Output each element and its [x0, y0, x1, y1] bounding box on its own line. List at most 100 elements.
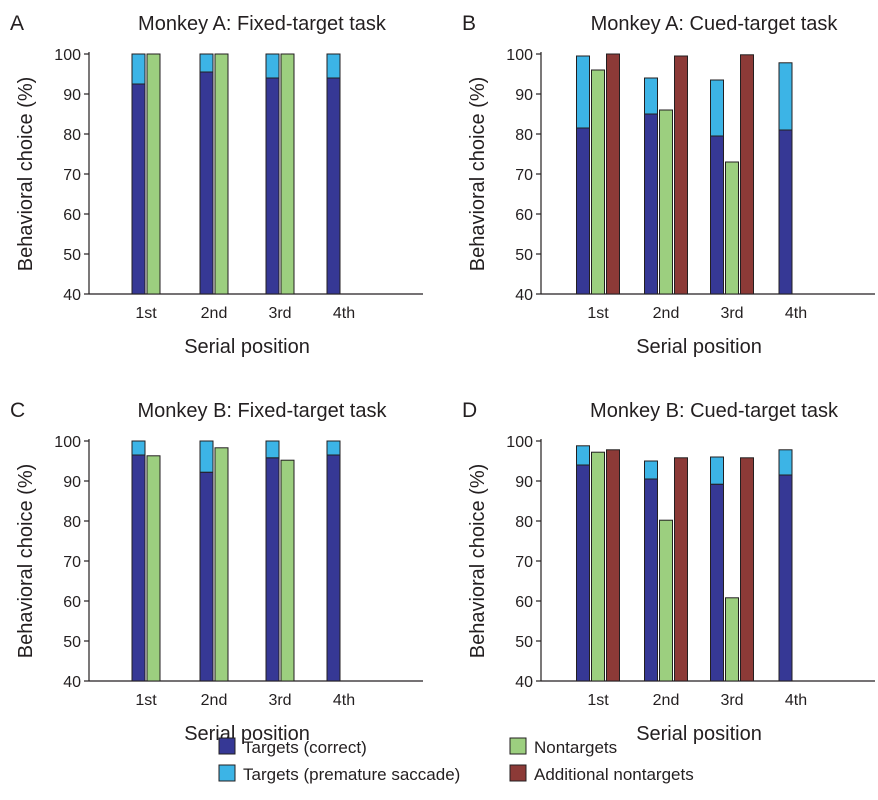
y-tick-label: 70 — [515, 167, 533, 184]
bar-targets-correct — [265, 457, 280, 682]
y-tick-label: 90 — [515, 87, 533, 104]
y-tick-label: 50 — [515, 634, 533, 651]
bar-targets-premature — [710, 456, 724, 485]
bar-nontargets — [659, 519, 673, 682]
bar-targets-correct — [576, 464, 590, 682]
bar-nontargets — [591, 451, 605, 682]
bar-targets-correct — [265, 77, 280, 295]
legend-label: Targets (correct) — [243, 738, 367, 757]
y-tick-label: 40 — [63, 287, 81, 304]
y-tick-label: 100 — [54, 434, 81, 451]
x-tick-label: 3rd — [720, 692, 743, 709]
bar-targets-correct — [644, 113, 658, 295]
bar-targets-premature — [265, 440, 280, 459]
bar-targets-correct — [710, 483, 724, 682]
x-tick-label: 4th — [333, 692, 355, 709]
legend-label: Additional nontargets — [534, 765, 694, 784]
bar-targets-premature — [644, 460, 658, 480]
x-tick-label: 3rd — [268, 305, 291, 322]
y-tick-label: 100 — [54, 47, 81, 64]
chart-title: Monkey B: Cued-target task — [590, 400, 839, 422]
bar-additional-nontargets — [606, 53, 620, 295]
y-tick-label: 90 — [515, 474, 533, 491]
x-axis-label: Serial position — [636, 336, 762, 358]
bar-nontargets — [146, 455, 161, 682]
bar-targets-premature — [199, 440, 214, 473]
y-tick-label: 90 — [63, 474, 81, 491]
x-tick-label: 2nd — [653, 305, 680, 322]
x-axis-label: Serial position — [184, 723, 310, 745]
legend-swatch — [509, 764, 527, 782]
x-tick-label: 1st — [135, 305, 157, 322]
x-tick-label: 3rd — [268, 692, 291, 709]
x-axis-label: Serial position — [636, 723, 762, 745]
x-tick-label: 2nd — [201, 305, 228, 322]
bar-nontargets — [725, 597, 739, 682]
y-tick-label: 50 — [63, 247, 81, 264]
y-tick-label: 100 — [506, 434, 533, 451]
chart-title: Monkey B: Fixed-target task — [138, 400, 388, 422]
bar-targets-correct — [778, 474, 793, 682]
bar-targets-premature — [326, 53, 341, 79]
legend-label: Targets (premature saccade) — [243, 765, 460, 784]
bar-targets-correct — [778, 129, 793, 295]
bar-nontargets — [725, 161, 739, 295]
bar-nontargets — [280, 459, 295, 682]
bar-targets-premature — [131, 53, 146, 85]
chart-title: Monkey A: Fixed-target task — [138, 13, 387, 35]
panel-d: D Monkey B: Cued-target task 40 50 60 70 80 90 1… — [462, 399, 875, 745]
bar-targets-premature — [576, 55, 590, 129]
y-tick-label: 70 — [63, 554, 81, 571]
y-tick-label: 70 — [515, 554, 533, 571]
bar-targets-premature — [576, 445, 590, 466]
panel-letter: D — [462, 399, 477, 422]
panel-a: A Monkey A: Fixed-target task 40 50 60 70 80 90… — [10, 12, 423, 358]
y-tick-label: 60 — [515, 207, 533, 224]
bar-nontargets — [146, 53, 161, 295]
x-tick-label: 4th — [785, 692, 807, 709]
legend-swatch — [218, 737, 236, 755]
y-tick-label: 60 — [63, 594, 81, 611]
y-tick-label: 60 — [515, 594, 533, 611]
legend-swatch — [509, 737, 527, 755]
bar-targets-premature — [778, 62, 793, 131]
bar-targets-premature — [131, 440, 146, 456]
bar-additional-nontargets — [606, 449, 620, 682]
y-tick-label: 40 — [515, 674, 533, 691]
bar-targets-premature — [710, 79, 724, 137]
bar-targets-correct — [576, 127, 590, 295]
legend-label: Nontargets — [534, 738, 617, 757]
bar-targets-correct — [326, 454, 341, 682]
y-axis-label: Behavioral choice (%) — [15, 464, 37, 659]
panel-b: B Monkey A: Cued-target task 40 50 60 70 80 90 1… — [462, 12, 875, 358]
bar-additional-nontargets — [740, 457, 754, 682]
bar-additional-nontargets — [674, 457, 688, 682]
x-tick-label: 2nd — [201, 692, 228, 709]
panel-letter: B — [462, 12, 476, 35]
bar-additional-nontargets — [740, 54, 754, 295]
chart-title: Monkey A: Cued-target task — [591, 13, 839, 35]
y-tick-label: 40 — [63, 674, 81, 691]
bar-targets-correct — [131, 454, 146, 682]
legend-swatch — [218, 764, 236, 782]
y-tick-label: 40 — [515, 287, 533, 304]
y-tick-label: 50 — [63, 634, 81, 651]
bar-targets-premature — [644, 77, 658, 115]
y-tick-label: 80 — [63, 514, 81, 531]
legend: Targets (correct) Targets (premature sacc… — [218, 737, 694, 784]
y-tick-label: 70 — [63, 167, 81, 184]
y-tick-label: 60 — [63, 207, 81, 224]
y-axis-label: Behavioral choice (%) — [467, 77, 489, 272]
bar-nontargets — [659, 109, 673, 295]
bar-targets-premature — [265, 53, 280, 79]
x-tick-label: 1st — [587, 305, 609, 322]
x-tick-label: 4th — [785, 305, 807, 322]
x-tick-label: 1st — [135, 692, 157, 709]
y-axis-label: Behavioral choice (%) — [15, 77, 37, 272]
bar-targets-correct — [199, 471, 214, 682]
y-tick-label: 100 — [506, 47, 533, 64]
y-tick-label: 80 — [515, 127, 533, 144]
panel-letter: C — [10, 399, 25, 422]
y-tick-label: 80 — [515, 514, 533, 531]
